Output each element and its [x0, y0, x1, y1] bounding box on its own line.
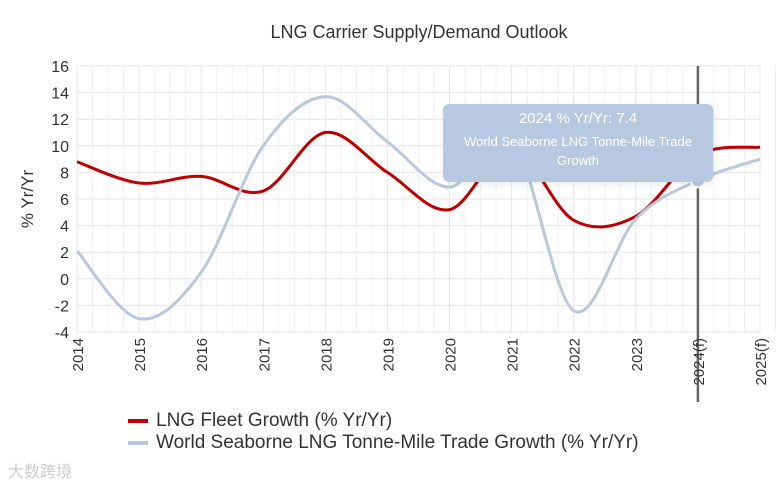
x-tick-label: 2022: [567, 338, 584, 371]
y-tick-label: 16: [51, 59, 69, 76]
legend-swatch: [128, 441, 148, 445]
x-tick-label: 2024(f): [691, 338, 708, 386]
x-tick-label: 2015: [132, 338, 149, 371]
x-tick-label: 2016: [194, 338, 211, 371]
y-tick-label: 10: [51, 139, 69, 156]
y-tick-label: 6: [60, 192, 69, 209]
x-tick-label: 2019: [380, 338, 397, 371]
series-line-1: [75, 95, 761, 321]
y-tick-label: -2: [55, 298, 69, 315]
y-tick-label: 0: [60, 272, 69, 289]
y-tick-label: 8: [60, 165, 69, 182]
legend-label: World Seaborne LNG Tonne-Mile Trade Grow…: [156, 432, 639, 453]
y-axis-label: % Yr/Yr: [18, 170, 37, 229]
legend-item-fleet[interactable]: LNG Fleet Growth (% Yr/Yr): [128, 410, 639, 432]
watermark: 大数跨境: [8, 464, 73, 481]
tooltip: 2024 % Yr/Yr: 7.4 World Seaborne LNG Ton…: [443, 104, 713, 182]
legend-label: LNG Fleet Growth (% Yr/Yr): [156, 410, 393, 431]
legend: LNG Fleet Growth (% Yr/Yr) World Seaborn…: [128, 410, 639, 454]
y-tick-label: 2: [60, 245, 69, 262]
y-tick-label: -4: [55, 325, 69, 342]
y-tick-label: 14: [51, 86, 69, 103]
tooltip-series: World Seaborne LNG Tonne-Mile Trade Grow…: [464, 134, 692, 168]
x-tick-label: 2023: [629, 338, 646, 371]
y-tick-label: 12: [51, 112, 69, 129]
legend-swatch: [128, 419, 148, 423]
tooltip-title: 2024 % Yr/Yr: 7.4: [518, 110, 638, 127]
legend-item-trade[interactable]: World Seaborne LNG Tonne-Mile Trade Grow…: [128, 432, 639, 454]
chart-title: LNG Carrier Supply/Demand Outlook: [270, 22, 568, 42]
x-tick-label: 2018: [318, 338, 335, 371]
x-tick-label: 2020: [443, 338, 460, 371]
x-tick-label: 2025(f): [753, 338, 770, 386]
x-tick-label: 2017: [256, 338, 273, 371]
x-tick-label: 2021: [505, 338, 522, 371]
y-tick-label: 4: [60, 219, 69, 236]
x-tick-label: 2014: [70, 338, 87, 371]
